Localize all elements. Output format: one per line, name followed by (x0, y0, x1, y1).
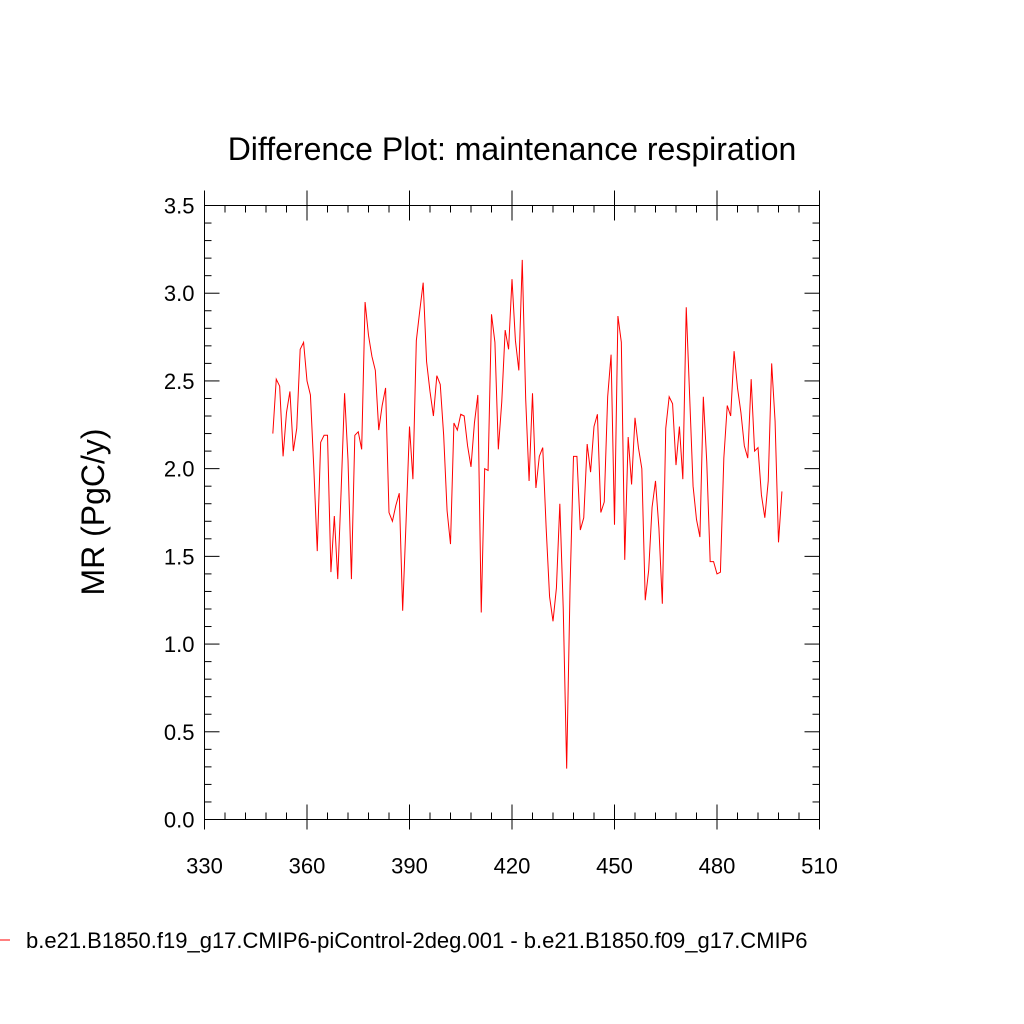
x-axis: 330 360 390 420 450 480 510 (186, 190, 838, 879)
y-tick-label: 3.5 (164, 194, 195, 219)
x-tick-label: 420 (494, 854, 531, 879)
chart-title: Difference Plot: maintenance respiration (228, 131, 797, 167)
x-tick-label: 480 (699, 854, 736, 879)
y-tick-label: 0.0 (164, 808, 195, 833)
y-tick-label: 0.5 (164, 720, 195, 745)
y-tick-label: 3.0 (164, 281, 195, 306)
x-tick-label: 330 (186, 854, 223, 879)
y-tick-label: 2.5 (164, 369, 195, 394)
x-tick-label: 390 (391, 854, 428, 879)
y-axis-label: MR (PgC/y) (75, 428, 111, 595)
x-tick-label: 450 (596, 854, 633, 879)
y-tick-label: 2.0 (164, 457, 195, 482)
plot-frame (204, 205, 820, 820)
x-tick-label: 510 (801, 854, 838, 879)
series-line (272, 259, 783, 769)
y-tick-label: 1.5 (164, 544, 195, 569)
legend-entry: b.e21.B1850.f19_g17.CMIP6-piControl-2deg… (26, 928, 808, 953)
y-tick-label: 1.0 (164, 632, 195, 657)
y-axis: 0.0 0.5 1.0 1.5 2.0 2.5 3.0 3.5 (164, 194, 820, 833)
series-layer (272, 259, 783, 769)
x-tick-label: 360 (289, 854, 326, 879)
